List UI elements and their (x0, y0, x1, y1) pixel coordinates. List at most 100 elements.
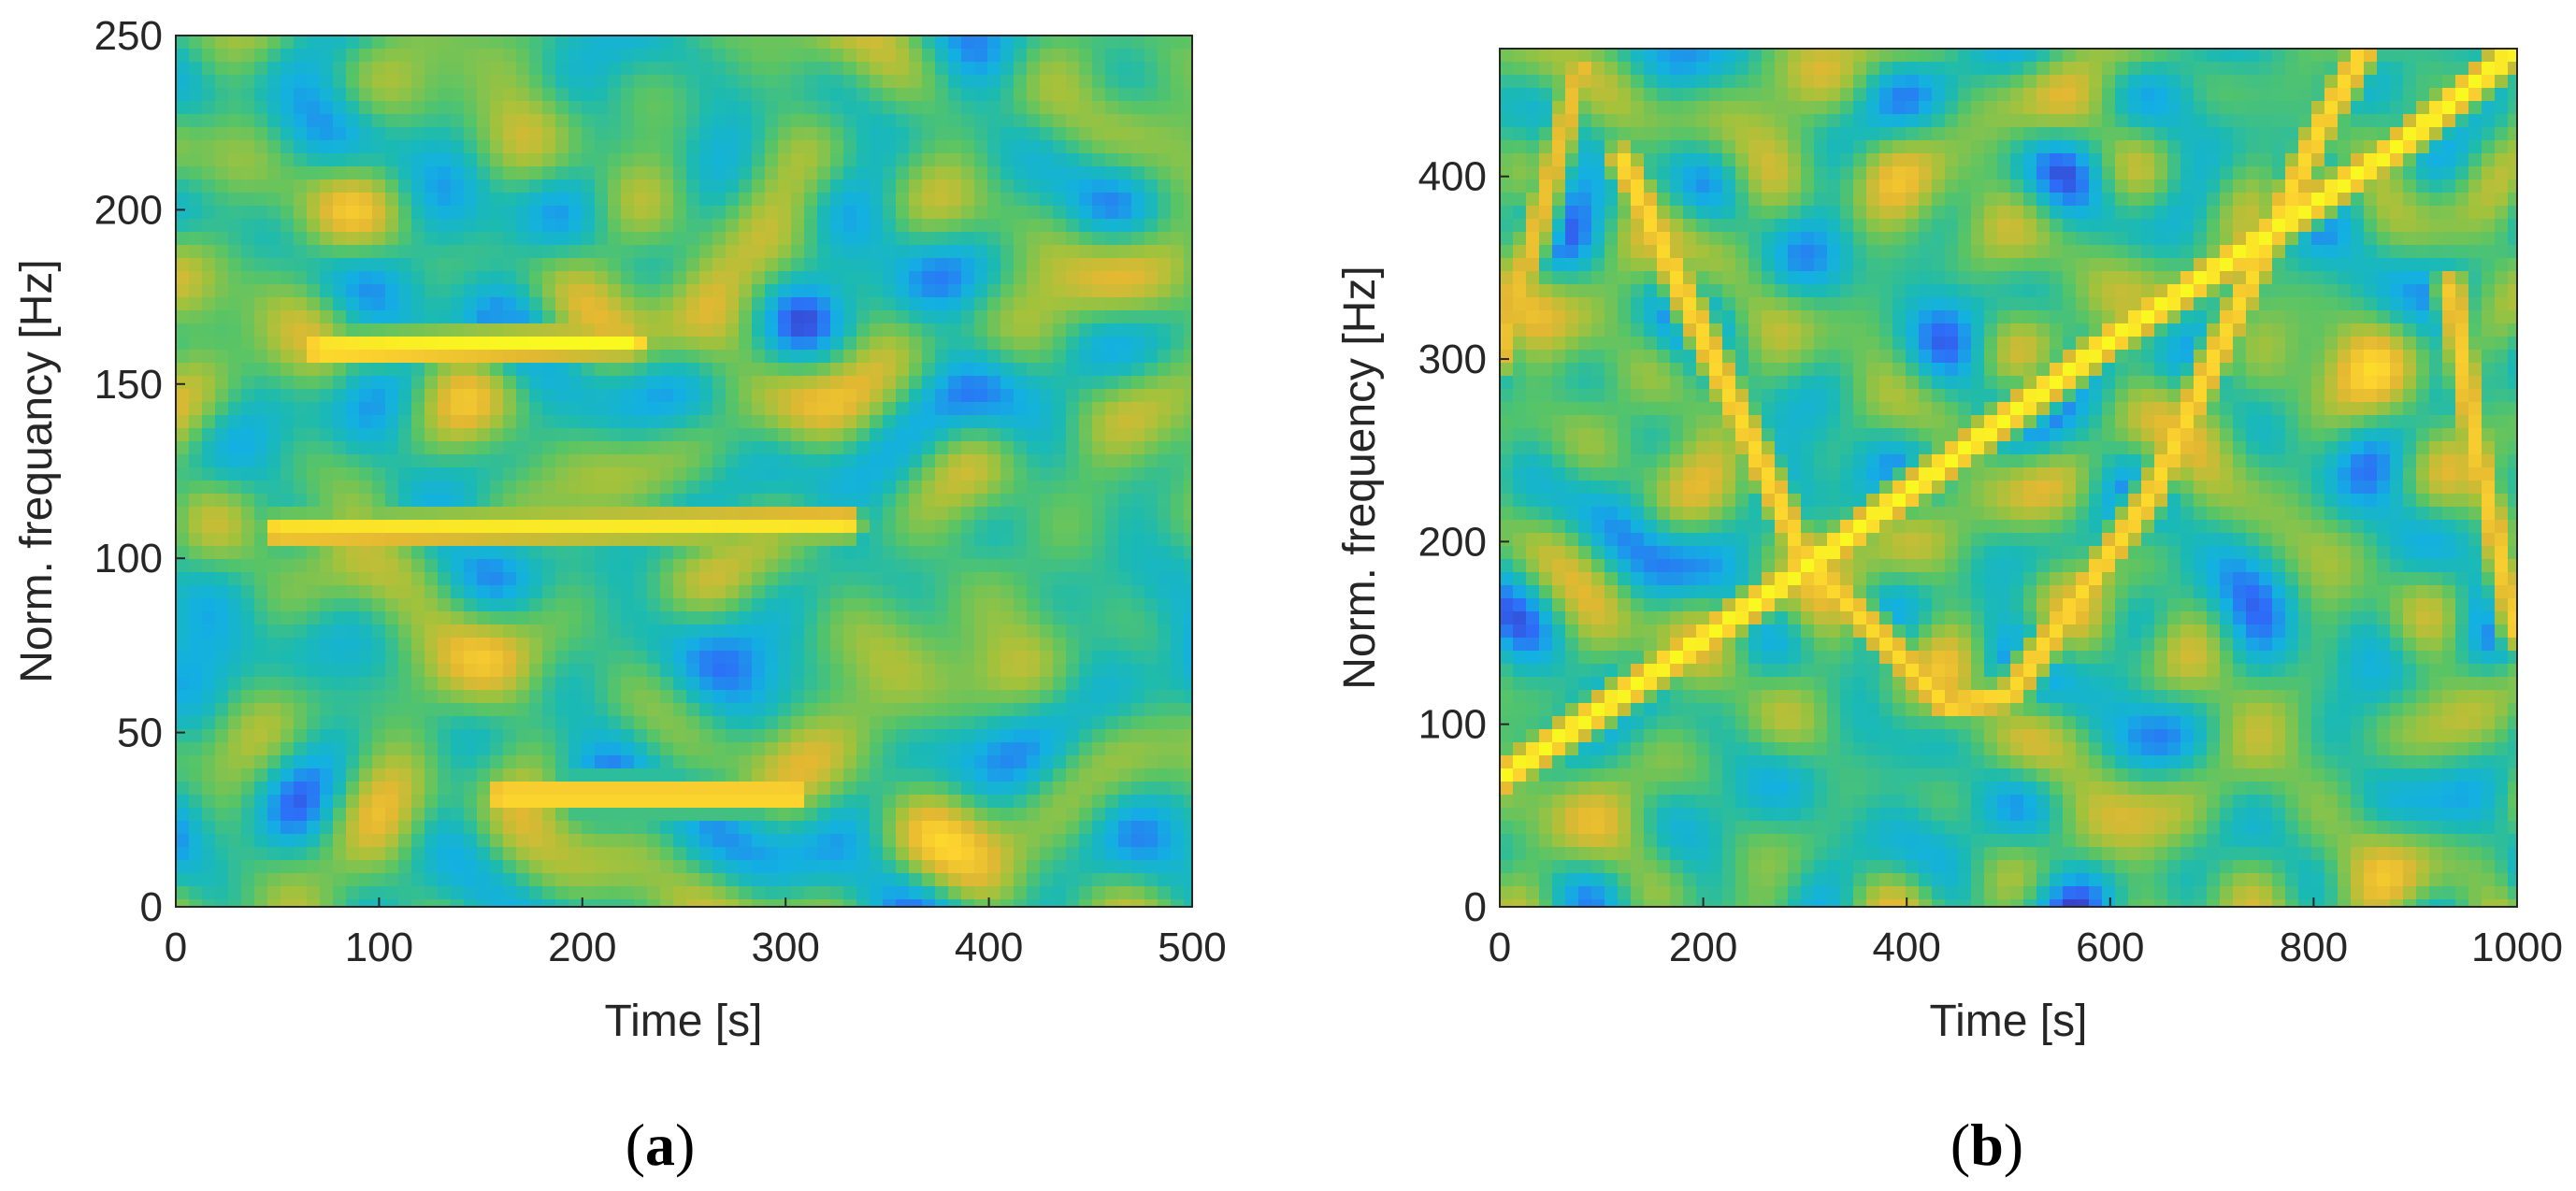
heatmap-cell (346, 36, 360, 50)
heatmap-cell (634, 860, 648, 874)
heatmap-cell (477, 101, 491, 115)
heatmap-cell (320, 507, 334, 521)
heatmap-cell (686, 585, 700, 599)
heatmap-cell (490, 75, 504, 89)
heatmap-cell (1066, 271, 1080, 285)
heatmap-cell (1158, 441, 1172, 455)
heatmap-cell (1144, 179, 1158, 194)
heatmap-cell (673, 782, 687, 796)
heatmap-cell (490, 611, 504, 625)
heatmap-cell (1053, 494, 1067, 508)
heatmap-cell (647, 428, 661, 442)
heatmap-cell (791, 481, 805, 495)
heatmap-cell (425, 795, 439, 809)
heatmap-cell (1079, 651, 1093, 665)
heatmap-cell (686, 415, 700, 429)
heatmap-cell (922, 376, 936, 390)
heatmap-cell (595, 847, 609, 861)
heatmap-cell (503, 664, 517, 678)
heatmap-cell (346, 808, 360, 822)
heatmap-cell (726, 153, 740, 167)
heatmap-cell (896, 795, 910, 809)
heatmap-cell (1144, 166, 1158, 180)
heatmap-cell (922, 651, 936, 665)
heatmap-cell (241, 808, 255, 822)
heatmap-cell (987, 729, 1001, 743)
heatmap-cell (411, 284, 425, 298)
heatmap-cell (739, 75, 753, 89)
heatmap-cell (896, 232, 910, 246)
heatmap-cell (948, 494, 962, 508)
heatmap-cell (948, 664, 962, 678)
heatmap-cell (425, 389, 439, 403)
heatmap-cell (595, 402, 609, 416)
heatmap-cell (1014, 179, 1028, 194)
heatmap-cell (529, 428, 543, 442)
heatmap-cell (686, 441, 700, 455)
heatmap-cell (241, 716, 255, 730)
heatmap-cell (503, 428, 517, 442)
heatmap-cell (974, 219, 988, 233)
heatmap-cell (555, 664, 569, 678)
heatmap-cell (307, 507, 321, 521)
heatmap-cell (202, 808, 216, 822)
heatmap-cell (1053, 75, 1067, 89)
heatmap-cell (843, 206, 857, 220)
heatmap-cell (752, 415, 766, 429)
heatmap-cell (555, 572, 569, 586)
heatmap-cell (438, 677, 452, 691)
heatmap-cell (451, 310, 465, 324)
heatmap-cell (1158, 795, 1172, 809)
heatmap-cell (922, 153, 936, 167)
heatmap-cell (294, 520, 308, 534)
heatmap-cell (582, 690, 596, 704)
heatmap-cell (634, 271, 648, 285)
heatmap-cell (372, 611, 386, 625)
heatmap-cell (1066, 36, 1080, 50)
heatmap-cell (1118, 219, 1132, 233)
heatmap-cell (673, 742, 687, 756)
heatmap-cell (830, 310, 844, 324)
heatmap-cell (856, 114, 871, 128)
heatmap-cell (948, 232, 962, 246)
heatmap-cell (1053, 101, 1067, 115)
heatmap-cell (411, 795, 425, 809)
heatmap-cell (555, 232, 569, 246)
heatmap-cell (1027, 284, 1041, 298)
heatmap-cell (241, 664, 255, 678)
heatmap-cell (804, 153, 818, 167)
heatmap-cell (1184, 114, 1192, 128)
heatmap-cell (1158, 101, 1172, 115)
heatmap-cell (883, 703, 897, 717)
heatmap-cell (372, 36, 386, 50)
heatmap-cell (804, 206, 818, 220)
heatmap-cell (660, 454, 674, 468)
heatmap-cell (1053, 533, 1067, 547)
heatmap-cell (1171, 376, 1185, 390)
heatmap-cell (529, 258, 543, 272)
heatmap-cell (935, 402, 949, 416)
heatmap-cell (254, 768, 268, 782)
heatmap-cell (1014, 284, 1028, 298)
heatmap-cell (686, 323, 700, 337)
heatmap-cell (974, 494, 988, 508)
heatmap-cell (385, 834, 399, 848)
heatmap-cell (804, 310, 818, 324)
heatmap-cell (516, 36, 530, 50)
heatmap-cell (1105, 533, 1119, 547)
heatmap-cell (307, 441, 321, 455)
heatmap-cell (254, 402, 268, 416)
heatmap-cell (870, 206, 884, 220)
heatmap-cell (608, 75, 622, 89)
heatmap-cell (1053, 402, 1067, 416)
heatmap-cell (739, 127, 753, 141)
heatmap-cell (843, 310, 857, 324)
heatmap-cell (922, 624, 936, 639)
heatmap-cell (712, 127, 727, 141)
heatmap-cell (673, 624, 687, 639)
heatmap-cell (647, 768, 661, 782)
heatmap-cell (804, 467, 818, 481)
heatmap-cell (1066, 585, 1080, 599)
heatmap-cell (333, 716, 347, 730)
heatmap-cell (438, 49, 452, 63)
